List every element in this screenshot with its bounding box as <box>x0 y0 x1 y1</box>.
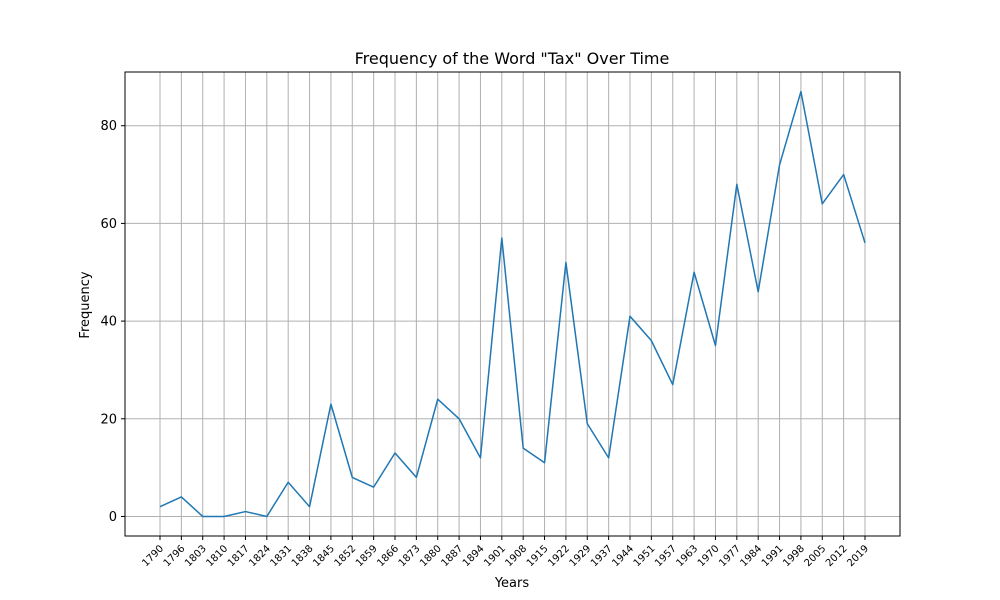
x-tick-label: 1859 <box>354 543 380 569</box>
x-tick-label: 1803 <box>183 543 209 569</box>
plot-frame <box>124 71 901 537</box>
x-tick-label: 1963 <box>674 543 700 569</box>
y-tick-label: 40 <box>100 315 117 330</box>
x-tick-label: 1915 <box>525 543 551 569</box>
x-tick-label: 1937 <box>589 543 615 569</box>
x-tick-label: 1991 <box>760 543 786 569</box>
x-tick-label: 1831 <box>269 543 295 569</box>
x-tick-label: 1929 <box>568 543 594 569</box>
y-tick-label: 60 <box>100 217 117 232</box>
tick-layer <box>121 125 866 540</box>
x-tick-label: 1796 <box>162 543 188 569</box>
label-layer: 1790179618031810181718241831183818451852… <box>100 119 871 569</box>
x-axis-label: Years <box>494 576 530 591</box>
x-tick-label: 1998 <box>781 543 807 569</box>
y-tick-label: 80 <box>100 119 117 134</box>
x-tick-label: 1824 <box>247 543 273 569</box>
x-tick-label: 1894 <box>461 543 487 569</box>
grid-layer <box>125 72 900 536</box>
x-tick-label: 1852 <box>333 543 359 569</box>
x-tick-label: 1957 <box>653 543 679 569</box>
x-tick-label: 1810 <box>204 543 230 569</box>
x-tick-label: 1977 <box>717 543 743 569</box>
y-tick-label: 0 <box>109 510 117 525</box>
series-layer <box>159 90 866 518</box>
x-tick-label: 1944 <box>610 543 636 569</box>
y-tick-label: 20 <box>100 412 117 427</box>
chart-title: Frequency of the Word "Tax" Over Time <box>355 49 670 68</box>
x-tick-label: 2005 <box>803 543 829 569</box>
x-tick-label: 2019 <box>845 543 871 569</box>
x-tick-label: 1922 <box>546 543 572 569</box>
x-tick-label: 1817 <box>226 543 252 569</box>
x-tick-label: 1970 <box>696 543 722 569</box>
x-tick-label: 2012 <box>824 543 850 569</box>
x-tick-label: 1901 <box>482 543 508 569</box>
series-line <box>159 90 866 518</box>
x-tick-label: 1887 <box>439 543 465 569</box>
x-tick-label: 1908 <box>504 543 530 569</box>
x-tick-label: 1984 <box>739 543 765 569</box>
x-tick-label: 1873 <box>397 543 423 569</box>
x-tick-label: 1880 <box>418 543 444 569</box>
y-axis-label: Frequency <box>78 271 93 338</box>
x-tick-label: 1866 <box>375 543 401 569</box>
x-tick-label: 1951 <box>632 543 658 569</box>
x-tick-label: 1845 <box>311 543 337 569</box>
x-tick-label: 1838 <box>290 543 316 569</box>
x-tick-label: 1790 <box>140 543 166 569</box>
